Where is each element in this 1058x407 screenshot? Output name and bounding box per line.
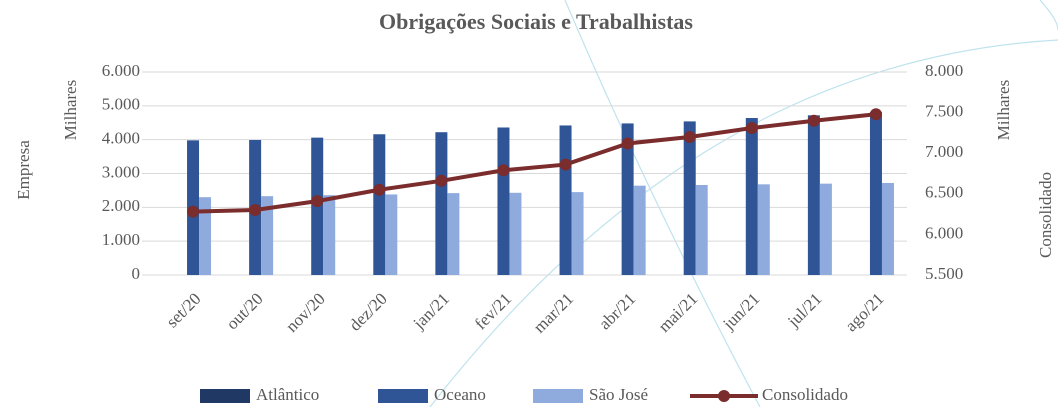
y2-tick-label: 7.000 — [925, 142, 963, 161]
line-marker — [373, 183, 386, 196]
x-tick-label: jul/21 — [783, 289, 825, 331]
y2-tick-label: 6.000 — [925, 223, 963, 242]
y-tick-label: 5.000 — [102, 95, 140, 114]
y2-tick-label: 5.500 — [925, 264, 963, 283]
x-tick-label: fev/21 — [471, 289, 515, 333]
y2-tick-label: 8.000 — [925, 61, 963, 80]
x-tick-label: abr/21 — [595, 289, 639, 333]
x-tick-label: dez/20 — [345, 289, 390, 334]
y-tick-label: 2.000 — [102, 196, 140, 215]
bar — [633, 185, 646, 275]
y-tick-label: 6.000 — [102, 61, 140, 80]
bar — [621, 123, 634, 275]
x-tick-label: mai/21 — [654, 289, 701, 336]
bar — [695, 185, 708, 275]
y-tick-label: 0 — [132, 264, 141, 283]
x-tick-label: jun/21 — [719, 289, 764, 334]
line-marker — [187, 205, 200, 218]
bar — [745, 118, 758, 275]
legend-swatch — [200, 389, 250, 403]
y-axis-title: Milhares — [61, 80, 80, 140]
line-marker — [435, 174, 448, 187]
legend-label: Atlântico — [256, 385, 319, 404]
y2-axis-outer-title: Consolidado — [1036, 172, 1055, 258]
legend-marker — [718, 390, 730, 402]
x-tick-label: set/20 — [162, 289, 204, 331]
y2-tick-label: 6.500 — [925, 183, 963, 202]
line-marker — [559, 158, 572, 171]
bar — [509, 192, 522, 275]
x-tick-label: jan/21 — [409, 289, 453, 333]
legend-swatch — [378, 389, 428, 403]
y-tick-label: 3.000 — [102, 162, 140, 181]
bar — [869, 111, 882, 275]
x-tick-label: out/20 — [223, 289, 267, 333]
x-tick-label: mar/21 — [530, 289, 577, 336]
bar — [497, 127, 510, 275]
line-marker — [745, 122, 758, 135]
line-marker — [311, 195, 324, 208]
line-marker — [249, 204, 262, 217]
x-tick-label: nov/20 — [282, 289, 329, 336]
line-marker — [621, 137, 634, 150]
line-marker — [497, 164, 510, 177]
y-tick-label: 1.000 — [102, 230, 140, 249]
background-decoration — [429, 0, 1058, 407]
bar — [323, 195, 336, 275]
chart-title: Obrigações Sociais e Trabalhistas — [379, 9, 693, 34]
bar — [447, 193, 460, 275]
legend-swatch — [533, 389, 583, 403]
y-tick-label: 4.000 — [102, 129, 140, 148]
bar — [819, 183, 832, 275]
bar — [881, 182, 894, 275]
x-tick-label: ago/21 — [841, 289, 887, 335]
bar — [435, 132, 448, 275]
legend-label: Oceano — [434, 385, 486, 404]
bar — [559, 125, 572, 275]
y2-tick-label: 7.500 — [925, 102, 963, 121]
bar — [385, 194, 398, 275]
bar — [757, 184, 770, 275]
line-marker — [807, 114, 820, 127]
legend-label: Consolidado — [762, 385, 848, 404]
y2-axis-title: Milhares — [994, 80, 1013, 140]
line-marker — [683, 130, 696, 143]
line-marker — [869, 108, 882, 121]
bar — [571, 192, 584, 275]
line — [192, 112, 877, 214]
bar — [807, 115, 820, 275]
bar — [683, 121, 696, 275]
bar — [373, 134, 386, 275]
bar — [261, 196, 274, 275]
y-axis-outer-title: Empresa — [14, 140, 33, 200]
legend-label: São José — [589, 385, 648, 404]
bar — [199, 197, 212, 275]
